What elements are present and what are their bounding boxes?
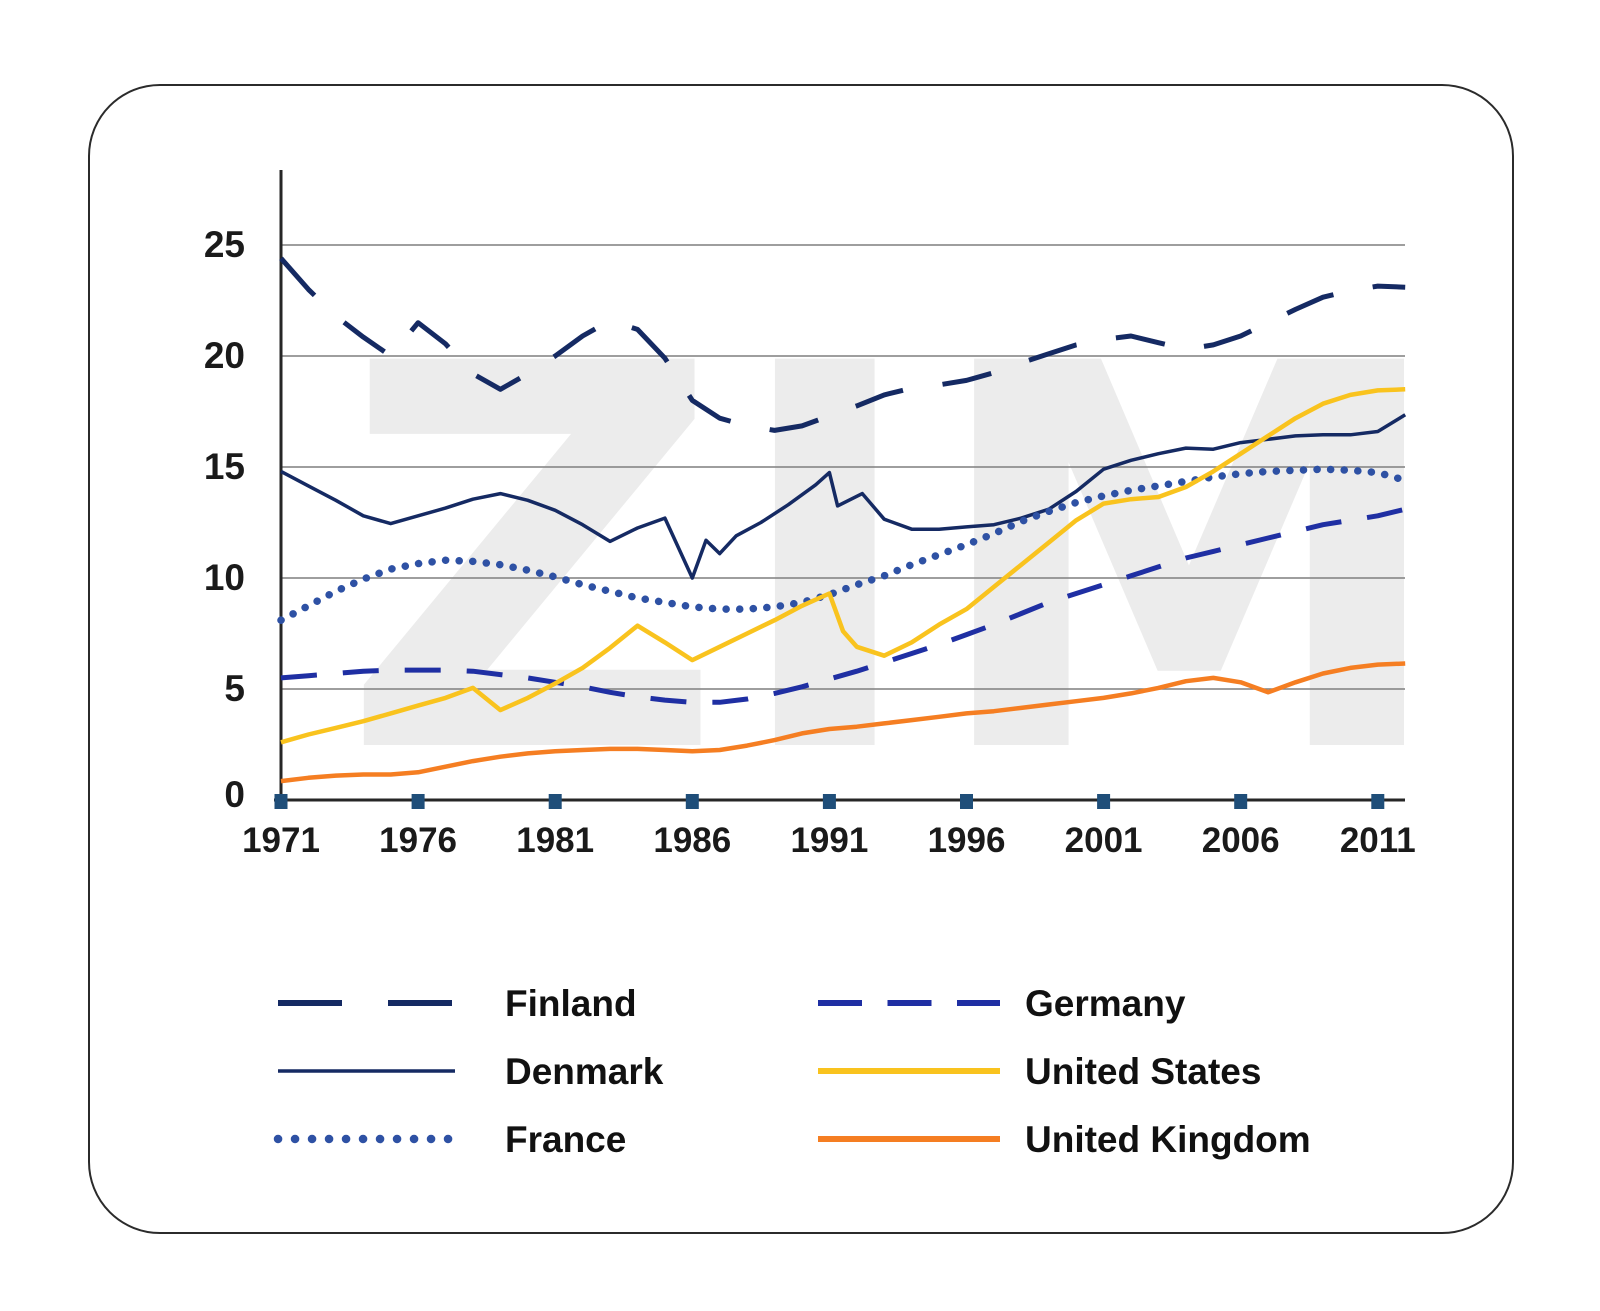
x-tick-label-1976: 1976 (379, 821, 457, 860)
series-line-finland (279, 256, 1406, 433)
x-tick-label-2011: 2011 (1340, 821, 1416, 860)
legend-label-united-kingdom: United Kingdom (1025, 1119, 1311, 1160)
y-tick-label-5: 5 (224, 668, 245, 709)
x-tick-marker-1991 (822, 794, 836, 809)
x-tick-marker-1976 (411, 794, 425, 809)
x-tick-label-1991: 1991 (790, 821, 868, 860)
card-border (88, 84, 1514, 1234)
x-tick-label-1981: 1981 (516, 821, 594, 860)
x-tick-label-1986: 1986 (653, 821, 731, 860)
series-line-germany (280, 506, 1406, 705)
x-tick-marker-1971 (274, 794, 288, 809)
series-line-united-kingdom (280, 661, 1406, 784)
series-line-france (277, 465, 1409, 624)
x-tick-marker-1986 (685, 794, 699, 809)
x-tick-label-2001: 2001 (1065, 821, 1143, 860)
series-line-denmark (280, 413, 1407, 580)
legend-label-germany: Germany (1025, 983, 1186, 1024)
watermark-text: ZIM (340, 253, 1455, 870)
x-tick-marker-2006 (1234, 794, 1248, 809)
x-tick-marker-1981 (548, 794, 562, 809)
y-tick-label-15: 15 (204, 446, 245, 487)
y-tick-label-10: 10 (204, 557, 245, 598)
x-tick-marker-1996 (960, 794, 973, 809)
legend-label-united-states: United States (1025, 1051, 1261, 1092)
y-tick-label-25: 25 (204, 224, 245, 265)
series-line-united-states (280, 387, 1406, 745)
y-tick-label-20: 20 (204, 335, 245, 376)
legend-label-france: France (505, 1119, 626, 1160)
x-tick-marker-2001 (1097, 794, 1111, 809)
x-tick-label-1996: 1996 (928, 821, 1006, 860)
x-tick-label-2006: 2006 (1202, 821, 1280, 860)
x-tick-label-1971: 1971 (242, 821, 320, 860)
legend-label-finland: Finland (505, 983, 637, 1024)
legend-label-denmark: Denmark (505, 1051, 664, 1092)
x-tick-marker-2011 (1371, 794, 1385, 809)
y-tick-label-0: 0 (224, 774, 245, 815)
